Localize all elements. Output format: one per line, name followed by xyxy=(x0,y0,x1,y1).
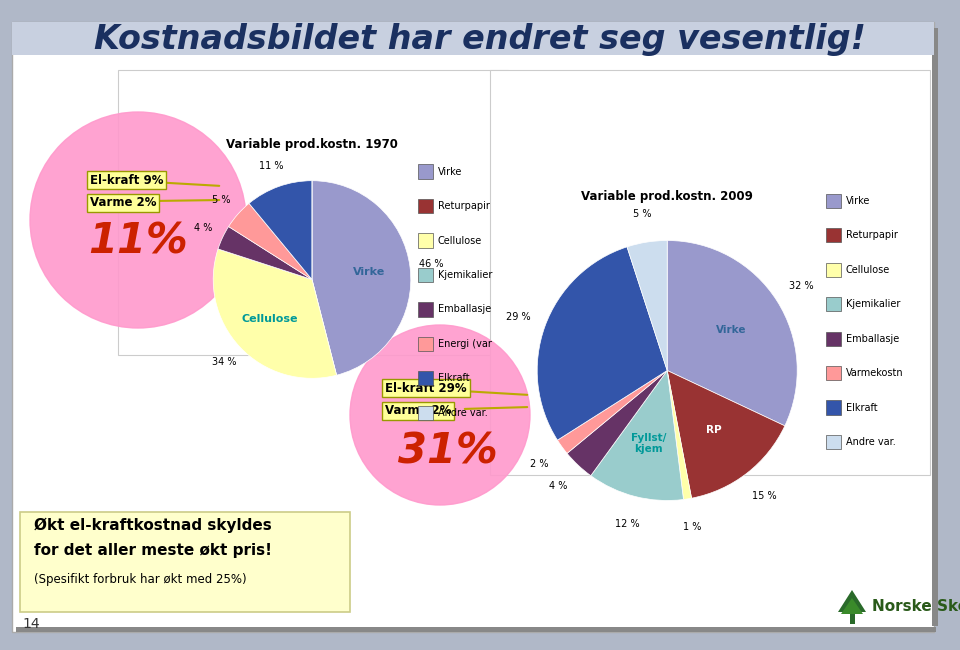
Text: Cellulose: Cellulose xyxy=(242,314,299,324)
Text: Varme 2%: Varme 2% xyxy=(90,196,156,209)
Wedge shape xyxy=(627,240,667,370)
Wedge shape xyxy=(312,181,411,375)
Wedge shape xyxy=(312,280,337,375)
Text: Andre var.: Andre var. xyxy=(846,437,896,447)
Wedge shape xyxy=(558,370,667,453)
Polygon shape xyxy=(838,590,866,612)
Text: for det aller meste økt pris!: for det aller meste økt pris! xyxy=(34,543,272,558)
FancyBboxPatch shape xyxy=(12,22,934,55)
Text: Returpapir: Returpapir xyxy=(438,201,490,211)
Text: Virke: Virke xyxy=(438,166,462,177)
Text: 5 %: 5 % xyxy=(212,195,230,205)
Wedge shape xyxy=(213,249,337,378)
Text: 15 %: 15 % xyxy=(752,491,777,500)
Wedge shape xyxy=(538,247,667,440)
FancyBboxPatch shape xyxy=(490,70,930,475)
Wedge shape xyxy=(667,370,691,499)
Wedge shape xyxy=(667,370,785,498)
Text: 4 %: 4 % xyxy=(549,481,567,491)
FancyBboxPatch shape xyxy=(16,627,936,632)
Text: 14: 14 xyxy=(22,617,39,631)
Text: 1 %: 1 % xyxy=(683,522,701,532)
Text: 11%: 11% xyxy=(88,221,188,263)
FancyBboxPatch shape xyxy=(850,614,855,624)
Text: Andre var.: Andre var. xyxy=(438,408,488,418)
Title: Variable prod.kostn. 2009: Variable prod.kostn. 2009 xyxy=(581,190,754,203)
Text: (Spesifikt forbruk har økt med 25%): (Spesifikt forbruk har økt med 25%) xyxy=(34,573,247,586)
Text: Energi (var: Energi (var xyxy=(438,339,492,349)
FancyBboxPatch shape xyxy=(12,22,934,632)
FancyBboxPatch shape xyxy=(118,70,508,355)
Text: 11 %: 11 % xyxy=(259,161,283,171)
Text: Kjemikalier: Kjemikalier xyxy=(438,270,492,280)
Text: Virke: Virke xyxy=(352,267,385,278)
Text: El-kraft 29%: El-kraft 29% xyxy=(385,382,467,395)
Wedge shape xyxy=(218,249,312,280)
Text: 34 %: 34 % xyxy=(212,357,236,367)
Text: Virke: Virke xyxy=(715,325,746,335)
Wedge shape xyxy=(567,370,667,476)
Wedge shape xyxy=(249,181,312,280)
Text: 5 %: 5 % xyxy=(634,209,652,219)
Text: 29 %: 29 % xyxy=(506,312,530,322)
Text: Emballasje: Emballasje xyxy=(438,304,491,315)
Text: 4 %: 4 % xyxy=(194,223,212,233)
Title: Variable prod.kostn. 1970: Variable prod.kostn. 1970 xyxy=(226,138,398,151)
Text: Elkraft: Elkraft xyxy=(438,373,469,384)
FancyBboxPatch shape xyxy=(932,28,938,626)
Wedge shape xyxy=(590,370,684,500)
Text: Elkraft: Elkraft xyxy=(846,402,877,413)
Text: 46 %: 46 % xyxy=(420,259,444,269)
Circle shape xyxy=(350,325,530,505)
Text: Norske Skog: Norske Skog xyxy=(872,599,960,614)
Text: Virke: Virke xyxy=(846,196,870,206)
Text: RP: RP xyxy=(706,425,721,435)
Wedge shape xyxy=(228,203,312,280)
Text: Cellulose: Cellulose xyxy=(438,235,482,246)
Text: Returpapir: Returpapir xyxy=(846,230,898,240)
Text: 2 %: 2 % xyxy=(530,459,548,469)
Wedge shape xyxy=(667,240,797,426)
Text: Fyllst/
kjem: Fyllst/ kjem xyxy=(631,433,666,454)
Text: 31%: 31% xyxy=(398,431,497,473)
Text: El-kraft 9%: El-kraft 9% xyxy=(90,174,163,187)
Text: Varmekostn: Varmekostn xyxy=(846,368,903,378)
Text: Økt el-kraftkostnad skyldes: Økt el-kraftkostnad skyldes xyxy=(34,517,272,533)
Text: Cellulose: Cellulose xyxy=(846,265,890,275)
FancyBboxPatch shape xyxy=(20,512,350,612)
Text: Varme 2%: Varme 2% xyxy=(385,404,451,417)
Wedge shape xyxy=(218,227,312,280)
Text: Kostnadsbildet har endret seg vesentlig!: Kostnadsbildet har endret seg vesentlig! xyxy=(94,23,866,55)
Text: Emballasje: Emballasje xyxy=(846,333,899,344)
Polygon shape xyxy=(841,598,863,614)
Text: 32 %: 32 % xyxy=(789,281,813,291)
Text: 12 %: 12 % xyxy=(615,519,640,529)
Circle shape xyxy=(30,112,246,328)
Text: Kjemikalier: Kjemikalier xyxy=(846,299,900,309)
